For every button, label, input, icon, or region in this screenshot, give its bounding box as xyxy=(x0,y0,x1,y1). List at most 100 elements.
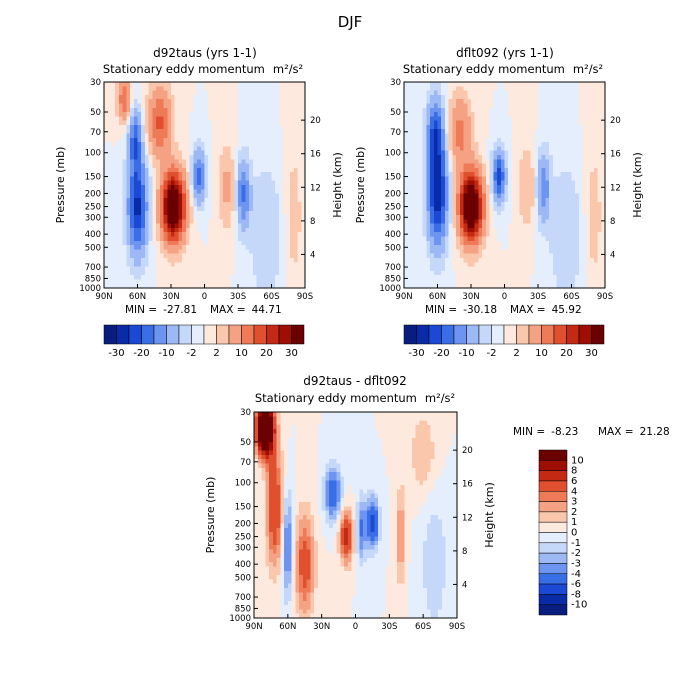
field-cell xyxy=(141,227,146,233)
y-tick-label: 100 xyxy=(85,149,101,159)
field-cell xyxy=(545,283,550,289)
field-cell xyxy=(493,94,498,100)
field-cell xyxy=(437,86,442,92)
field-cell xyxy=(104,137,109,143)
field-cell xyxy=(141,249,146,255)
field-cell xyxy=(133,236,139,242)
field-cell xyxy=(404,107,409,113)
field-cell xyxy=(534,266,539,272)
field-cell xyxy=(234,283,239,289)
field-cell xyxy=(467,189,472,195)
field-cell xyxy=(474,266,480,272)
field-cell xyxy=(575,266,580,272)
field-cell xyxy=(163,215,168,220)
field-cell xyxy=(560,120,565,126)
field-cell xyxy=(197,167,202,173)
field-cell xyxy=(504,193,509,199)
field-cell xyxy=(497,142,502,147)
field-cell xyxy=(444,185,450,190)
field-cell xyxy=(297,223,302,229)
field-cell xyxy=(489,86,494,92)
field-cell xyxy=(223,167,228,173)
field-cell xyxy=(286,227,291,233)
field-cell xyxy=(508,189,513,195)
field-cell xyxy=(215,197,220,203)
field-cell xyxy=(204,249,209,255)
field-cell xyxy=(526,266,532,272)
field-cell xyxy=(556,249,561,255)
field-cell xyxy=(278,172,284,178)
field-cell xyxy=(182,107,187,113)
field-cell xyxy=(478,159,483,165)
field-cell xyxy=(230,253,235,259)
field-cell xyxy=(133,167,139,173)
field-cell xyxy=(245,116,250,122)
field-cell xyxy=(471,262,476,268)
field-cell xyxy=(245,270,250,276)
field-cell xyxy=(238,120,243,126)
field-cell xyxy=(211,90,217,96)
field-cell xyxy=(549,176,554,182)
field-cell xyxy=(297,215,302,220)
field-cell xyxy=(159,129,165,135)
field-cell xyxy=(107,215,113,220)
field-cell xyxy=(290,257,295,263)
field-cell xyxy=(485,210,491,216)
field-cell xyxy=(241,142,247,147)
field-cell xyxy=(552,189,558,195)
field-cell xyxy=(271,172,276,178)
field-cell xyxy=(552,82,558,87)
field-cell xyxy=(126,124,131,130)
field-cell xyxy=(545,257,550,263)
field-cell xyxy=(223,227,228,233)
field-cell xyxy=(226,146,232,152)
field-cell xyxy=(104,189,109,195)
field-cell xyxy=(245,86,250,92)
field-cell xyxy=(526,270,532,276)
field-cell xyxy=(249,82,254,87)
field-cell xyxy=(511,172,517,178)
field-cell xyxy=(530,253,535,259)
field-cell xyxy=(208,154,213,160)
field-cell xyxy=(508,283,513,289)
field-cell xyxy=(511,206,517,212)
field-cell xyxy=(504,180,509,186)
field-cell xyxy=(452,180,457,186)
field-cell xyxy=(241,215,247,220)
field-cell xyxy=(178,176,183,182)
field-cell xyxy=(538,90,543,96)
field-cell xyxy=(245,129,250,135)
field-cell xyxy=(433,283,439,289)
field-cell xyxy=(141,236,146,242)
field-cell xyxy=(430,159,435,165)
field-cell xyxy=(293,124,299,130)
field-cell xyxy=(301,124,306,130)
field-cell xyxy=(567,240,573,246)
field-cell xyxy=(463,189,468,195)
field-cell xyxy=(471,253,476,259)
field-cell xyxy=(482,210,487,216)
field-cell xyxy=(441,262,446,268)
field-cell xyxy=(504,172,509,178)
field-cell xyxy=(418,236,424,242)
field-cell xyxy=(467,197,472,203)
field-cell xyxy=(275,103,280,109)
field-cell xyxy=(137,215,142,220)
field-cell xyxy=(530,193,535,199)
field-cell xyxy=(252,249,258,255)
field-cell xyxy=(519,150,524,156)
field-cell xyxy=(474,240,480,246)
field-cell xyxy=(467,150,472,156)
field-cell xyxy=(411,133,416,139)
field-cell xyxy=(444,116,450,122)
field-cell xyxy=(578,159,584,165)
field-cell xyxy=(275,236,280,242)
field-cell xyxy=(456,210,461,216)
field-cell xyxy=(549,232,554,238)
field-cell xyxy=(223,236,228,242)
field-cell xyxy=(115,257,120,263)
field-cell xyxy=(519,253,524,259)
field-cell xyxy=(286,215,291,220)
field-cell xyxy=(474,193,480,199)
field-cell xyxy=(182,124,187,130)
